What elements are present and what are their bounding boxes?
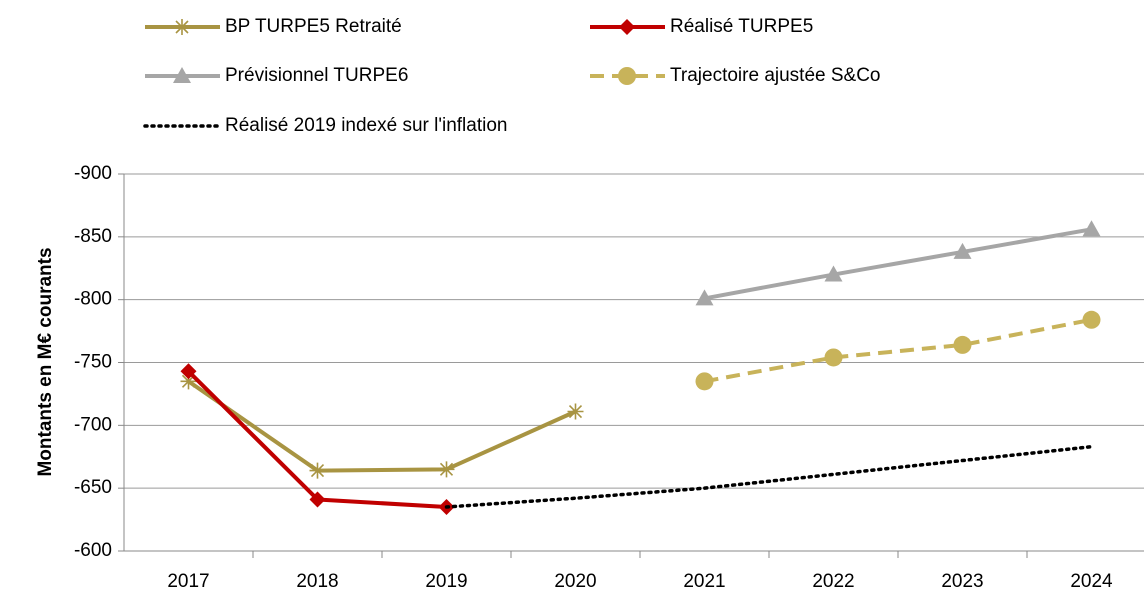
legend-label: Réalisé 2019 indexé sur l'inflation (225, 115, 507, 136)
y-axis-label: Montants en M€ courants (35, 247, 56, 476)
marker (953, 242, 972, 259)
marker (953, 335, 972, 354)
x-tick-label: 2022 (812, 571, 854, 592)
x-tick-label: 2018 (296, 571, 338, 592)
marker (438, 461, 455, 478)
x-tick-label: 2021 (683, 571, 725, 592)
marker (695, 372, 714, 391)
legend-label: BP TURPE5 Retraité (225, 16, 402, 37)
marker (180, 363, 197, 380)
marker (824, 348, 843, 367)
marker (824, 265, 843, 282)
y-tick-label: -900 (74, 163, 112, 184)
legend-label: Trajectoire ajustée S&Co (670, 65, 881, 86)
series-line (704, 317, 1092, 384)
marker (567, 403, 584, 420)
y-tick-label: -700 (74, 414, 112, 435)
series-line (187, 379, 577, 473)
legend-label: Prévisionnel TURPE6 (225, 65, 408, 86)
series-line (444, 444, 1094, 509)
x-tick-label: 2023 (941, 571, 983, 592)
x-tick-label: 2017 (167, 571, 209, 592)
series-line (187, 369, 447, 510)
marker (618, 67, 636, 85)
marker (1082, 310, 1101, 329)
marker (309, 491, 326, 508)
legend-label: Réalisé TURPE5 (670, 16, 813, 37)
marker (1082, 220, 1101, 237)
y-tick-label: -850 (74, 226, 112, 247)
x-tick-label: 2024 (1070, 571, 1113, 592)
marker (309, 462, 326, 479)
y-tick-label: -750 (74, 352, 112, 373)
marker (619, 19, 635, 35)
series-line (704, 227, 1092, 301)
x-tick-label: 2019 (425, 571, 467, 592)
y-tick-label: -650 (74, 477, 112, 498)
y-tick-label: -600 (74, 540, 112, 561)
marker (173, 67, 191, 83)
marker (695, 289, 714, 306)
y-tick-label: -800 (74, 289, 112, 310)
marker (180, 373, 197, 390)
marker (174, 19, 190, 35)
x-tick-label: 2020 (554, 571, 596, 592)
